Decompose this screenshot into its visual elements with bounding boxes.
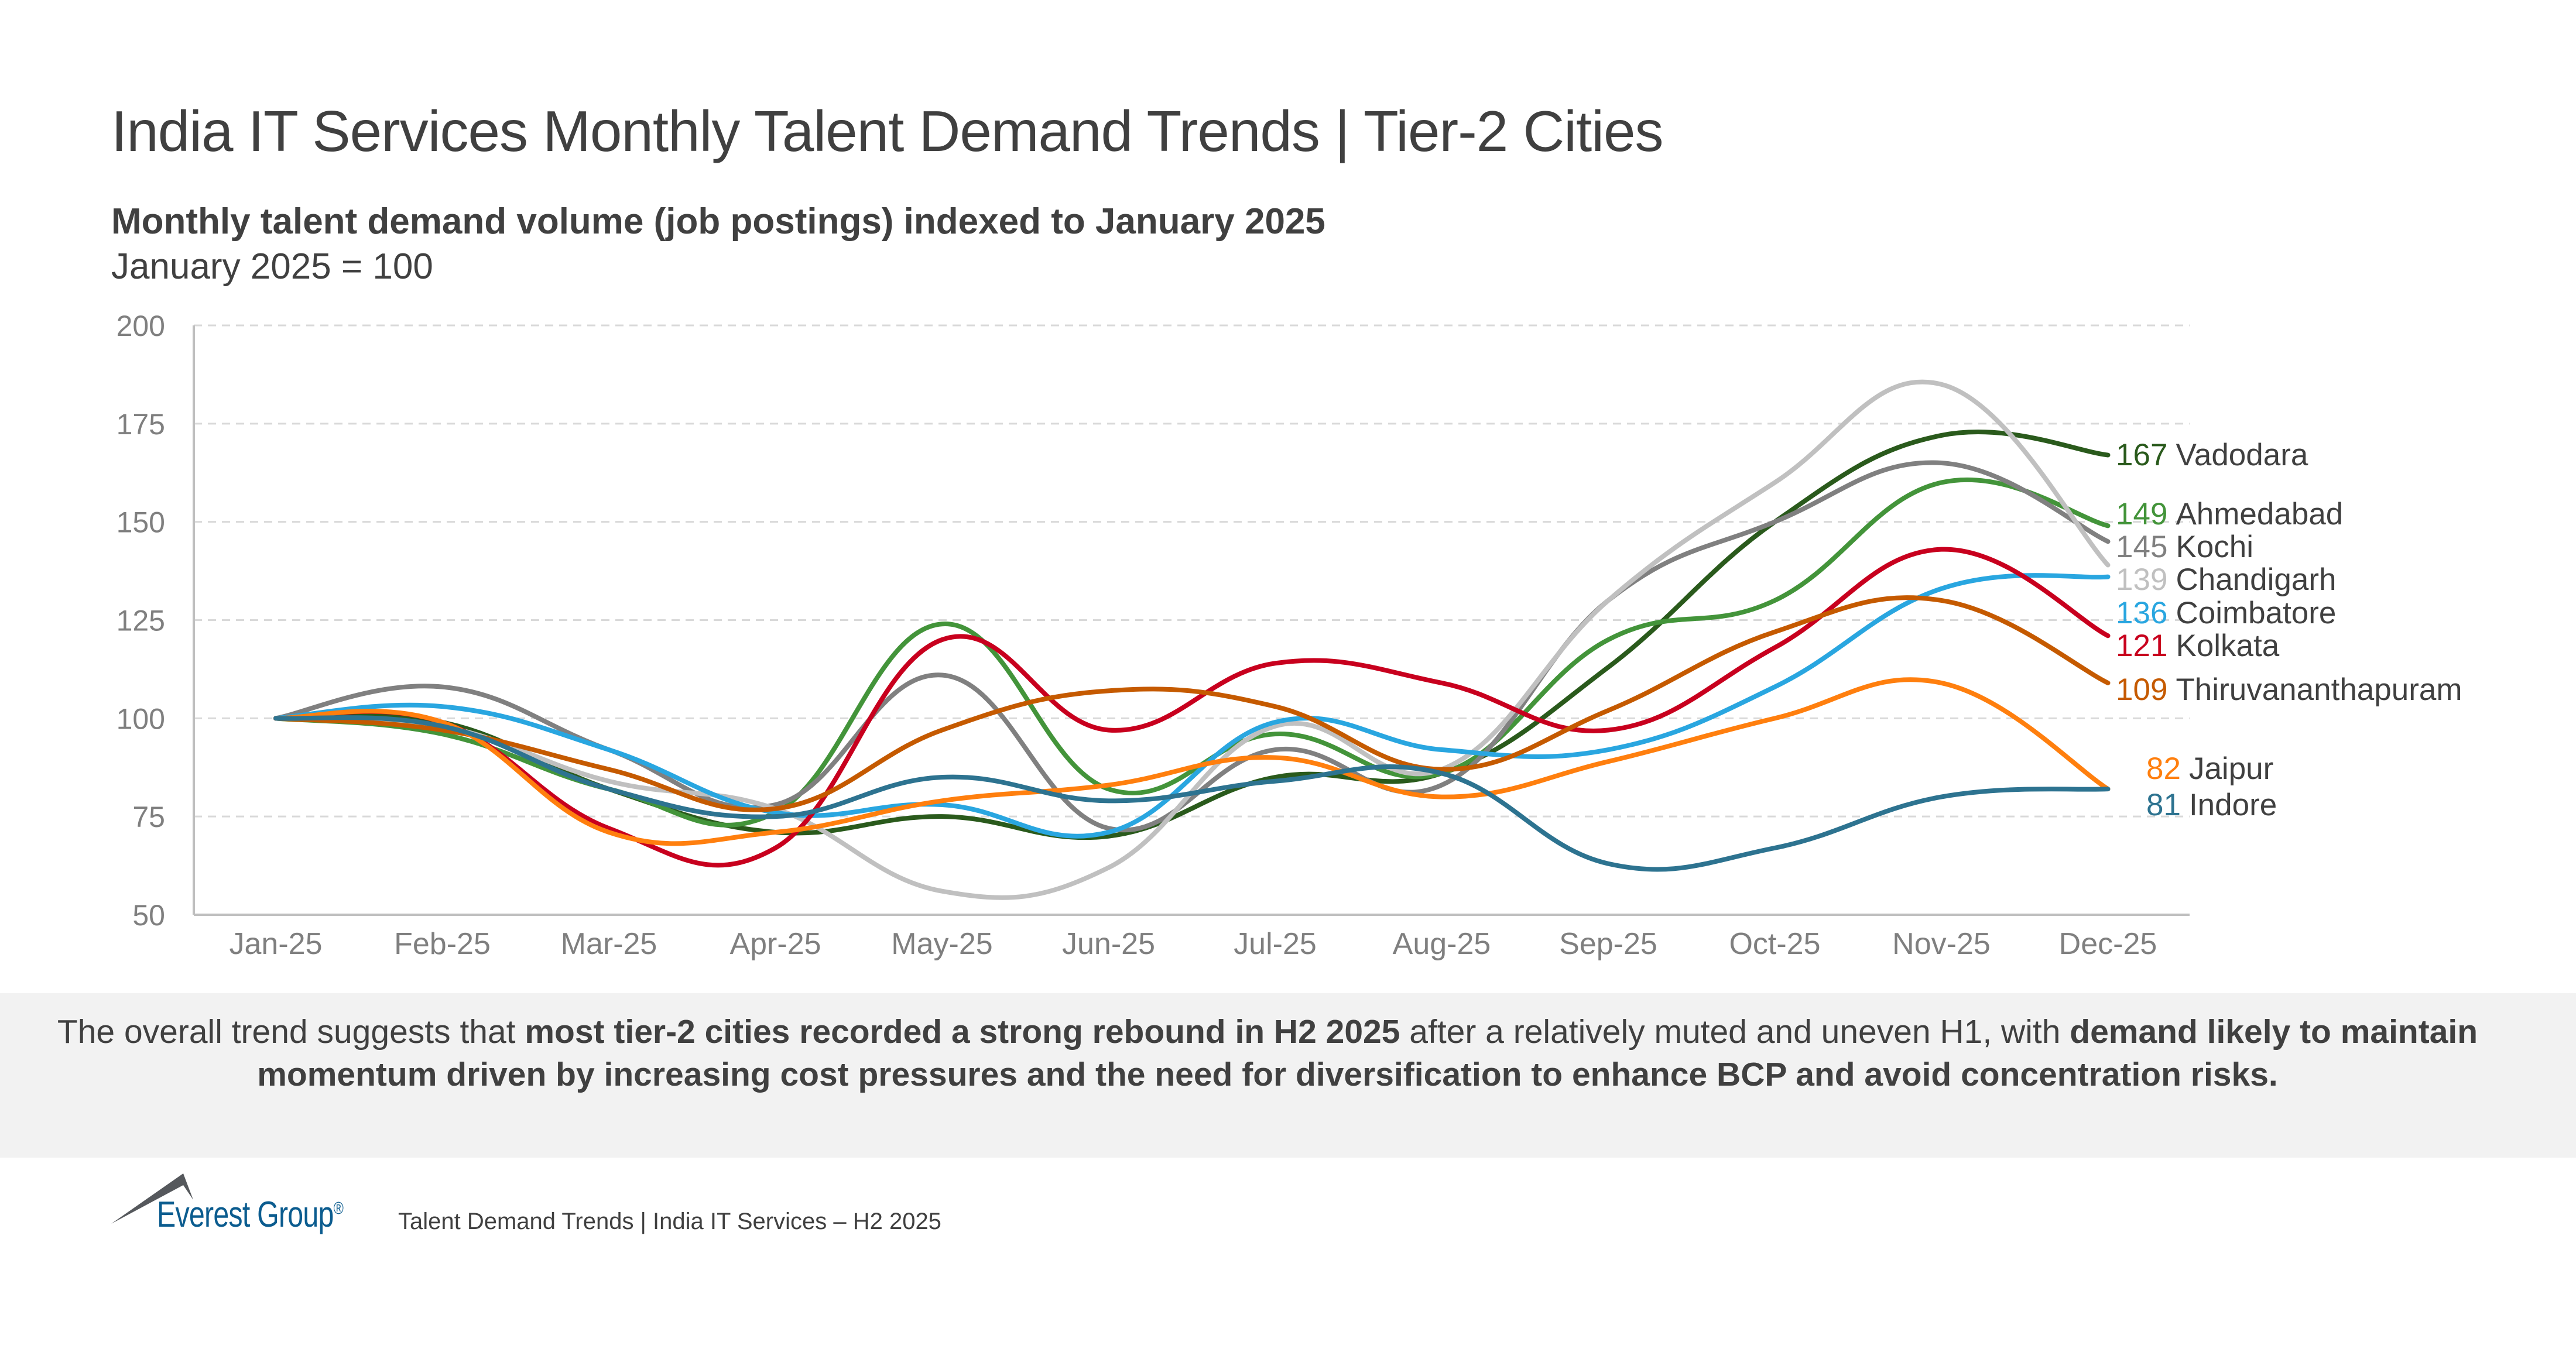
series-name: Coimbatore bbox=[2176, 596, 2336, 630]
series-name: Indore bbox=[2189, 788, 2277, 822]
series-name: Chandigarh bbox=[2176, 562, 2336, 597]
x-tick-label: Jun-25 bbox=[1062, 927, 1155, 961]
x-tick-label: Apr-25 bbox=[729, 927, 821, 961]
x-tick-label: Jan-25 bbox=[229, 927, 323, 961]
x-tick-label: Mar-25 bbox=[561, 927, 657, 961]
series-end-value: 167 bbox=[2116, 438, 2167, 472]
registered-mark: ® bbox=[333, 1199, 344, 1218]
x-tick-label: Sep-25 bbox=[1559, 927, 1657, 961]
series-line-indore bbox=[273, 715, 2111, 872]
y-tick-label: 150 bbox=[117, 506, 165, 539]
index-note: January 2025 = 100 bbox=[111, 246, 433, 287]
series-name: Kochi bbox=[2176, 530, 2253, 564]
brand-text: Everest Group bbox=[157, 1194, 334, 1235]
insight-box: The overall trend suggests that most tie… bbox=[0, 993, 2576, 1158]
series-end-value: 109 bbox=[2116, 672, 2167, 707]
y-tick-label: 200 bbox=[117, 310, 165, 342]
y-tick-label: 75 bbox=[132, 801, 165, 833]
series-label-ahmedabad: 149 Ahmedabad bbox=[2116, 497, 2343, 531]
footer: Everest Group® Talent Demand Trends | In… bbox=[111, 1173, 1516, 1238]
series-line-jaipur bbox=[273, 677, 2111, 846]
series-end-value: 121 bbox=[2116, 629, 2167, 663]
page-title: India IT Services Monthly Talent Demand … bbox=[111, 99, 1664, 163]
series-name: Vadodara bbox=[2176, 438, 2308, 472]
series-line-kolkata bbox=[273, 547, 2111, 868]
series-line-coimbatore bbox=[273, 573, 2111, 839]
series-label-indore: 81 Indore bbox=[2146, 788, 2277, 822]
series-label-kolkata: 121 Kolkata bbox=[2116, 629, 2280, 663]
brand-name: Everest Group® bbox=[157, 1194, 344, 1235]
series-label-kochi: 145 Kochi bbox=[2116, 530, 2253, 564]
insight-text: The overall trend suggests that most tie… bbox=[0, 1011, 2535, 1096]
y-tick-label: 50 bbox=[132, 899, 165, 932]
series-label-chandigarh: 139 Chandigarh bbox=[2116, 562, 2336, 597]
series-end-value: 82 bbox=[2146, 751, 2181, 786]
footer-text: Talent Demand Trends | India IT Services… bbox=[398, 1209, 941, 1234]
x-tick-label: Aug-25 bbox=[1393, 927, 1491, 961]
x-tick-label: May-25 bbox=[891, 927, 992, 961]
y-tick-label: 100 bbox=[117, 702, 165, 735]
x-tick-label: Oct-25 bbox=[1729, 927, 1820, 961]
y-tick-label: 125 bbox=[117, 605, 165, 637]
series-name: Thiruvananthapuram bbox=[2176, 672, 2462, 707]
everest-logo-icon bbox=[111, 1173, 193, 1224]
series-label-coimbatore: 136 Coimbatore bbox=[2116, 596, 2336, 630]
series-line-chandigarh bbox=[273, 379, 2111, 900]
series-name: Ahmedabad bbox=[2176, 497, 2343, 531]
x-tick-label: Dec-25 bbox=[2059, 927, 2157, 961]
chart-subtitle: Monthly talent demand volume (job postin… bbox=[111, 201, 1325, 242]
series-name: Kolkata bbox=[2176, 629, 2279, 663]
series-name: Jaipur bbox=[2189, 751, 2273, 786]
series-end-value: 136 bbox=[2116, 596, 2167, 630]
series-end-value: 139 bbox=[2116, 562, 2167, 597]
x-tick-label: Jul-25 bbox=[1234, 927, 1317, 961]
x-tick-label: Feb-25 bbox=[394, 927, 491, 961]
series-label-jaipur: 82 Jaipur bbox=[2146, 751, 2273, 786]
series-line-thiruvananthapuram bbox=[273, 595, 2111, 812]
series-end-value: 81 bbox=[2146, 788, 2181, 822]
insight-highlight: most tier-2 cities recorded a strong reb… bbox=[525, 1013, 1400, 1051]
series-label-thiruvananthapuram: 109 Thiruvananthapuram bbox=[2116, 672, 2462, 707]
insight-part: The overall trend suggests that bbox=[57, 1013, 525, 1051]
line-chart: 50 75 100 125 150 175 200 Jan-25 Feb-25 Mar-25 Apr… bbox=[117, 310, 2462, 961]
series-label-vadodara: 167 Vadodara bbox=[2116, 438, 2308, 472]
series-end-value: 149 bbox=[2116, 497, 2167, 531]
x-tick-label: Nov-25 bbox=[1892, 927, 1991, 961]
series-end-value: 145 bbox=[2116, 530, 2167, 564]
insight-highlight: demand likely to maintain momentum drive… bbox=[257, 1013, 2478, 1093]
insight-part: after a relatively muted and uneven H1, … bbox=[1400, 1013, 2070, 1051]
y-tick-label: 175 bbox=[117, 408, 165, 441]
